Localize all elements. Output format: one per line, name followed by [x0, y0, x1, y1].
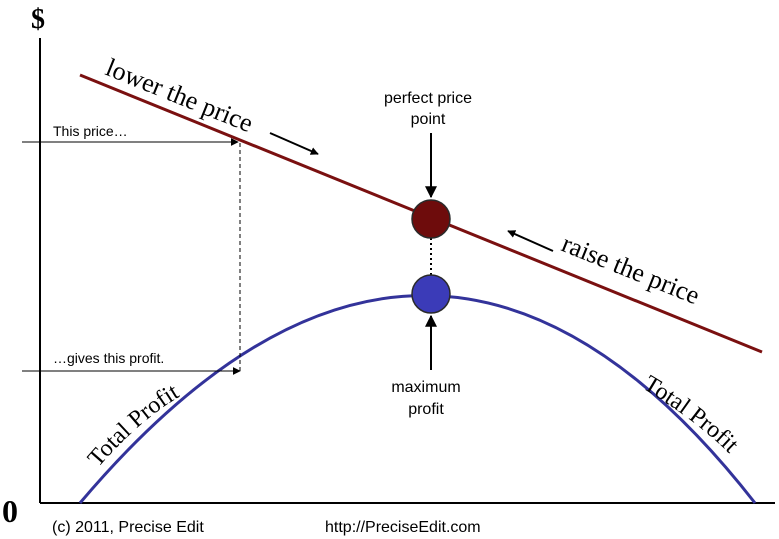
maximum-profit-label-line1: maximum: [391, 379, 460, 396]
total-profit-right-label: Total Profit: [639, 371, 744, 458]
origin-label: 0: [2, 493, 18, 529]
maximum-profit-dot: [411, 274, 451, 314]
copyright-text: (c) 2011, Precise Edit: [52, 519, 204, 536]
perfect-price-label-line1: perfect price: [384, 90, 472, 107]
y-axis-symbol: $: [31, 4, 45, 35]
lower-price-arrow-icon: [269, 132, 319, 155]
total-profit-left-text: Total Profit: [83, 379, 184, 472]
website-link[interactable]: http://PreciseEdit.com: [325, 519, 481, 536]
total-profit-left-label: Total Profit: [83, 379, 184, 472]
perfect-price-label-line2: point: [411, 111, 446, 128]
maximum-profit-label-line2: profit: [408, 401, 444, 418]
gives-profit-label: …gives this profit.: [53, 350, 164, 366]
perfect-price-dot: [411, 199, 451, 239]
this-price-label: This price…: [53, 123, 128, 139]
total-profit-right-text: Total Profit: [639, 371, 744, 458]
raise-price-arrow-icon: [507, 230, 554, 252]
